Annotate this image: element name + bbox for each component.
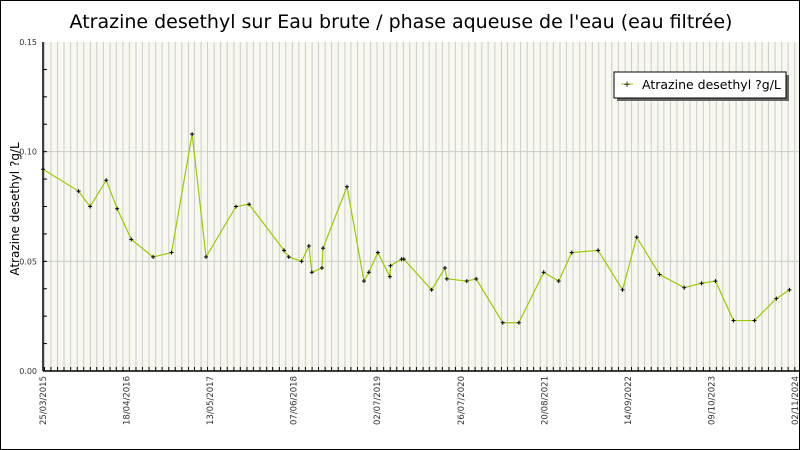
data-point: [361, 279, 366, 284]
data-point: [366, 270, 371, 275]
data-point: [474, 276, 479, 281]
x-tick-label: 20/08/2021: [540, 376, 550, 425]
data-point: [516, 320, 521, 325]
series-atrazine: [41, 132, 792, 325]
x-tick-label: 26/07/2020: [457, 376, 467, 425]
data-point: [115, 206, 120, 211]
data-point: [282, 248, 287, 253]
series-line: [42, 134, 790, 324]
data-point: [247, 202, 252, 207]
data-point: [190, 132, 195, 137]
data-point: [556, 279, 561, 284]
data-point: [752, 318, 757, 323]
data-point: [387, 274, 392, 279]
data-point: [319, 265, 324, 270]
data-point: [541, 270, 546, 275]
data-point: [699, 281, 704, 286]
grid: [43, 42, 799, 371]
data-point: [401, 257, 406, 262]
data-point: [88, 204, 93, 209]
x-tick-label: 13/05/2017: [206, 376, 216, 425]
x-axis-ticks: 25/03/2015 18/04/2016 13/05/2017 07/06/2018…: [39, 376, 800, 425]
x-tick-label: 07/06/2018: [290, 376, 300, 425]
data-point: [634, 235, 639, 240]
data-point: [500, 320, 505, 325]
data-point: [169, 250, 174, 255]
data-point: [787, 287, 792, 292]
y-tick-label: 0.10: [19, 148, 37, 157]
data-point: [713, 279, 718, 284]
y-axis-label: Atrazine desethyl ?g/L: [8, 142, 22, 276]
y-tick-label: 0.00: [19, 367, 37, 376]
chart-title: Atrazine desethyl sur Eau brute / phase …: [70, 11, 733, 33]
data-point: [731, 318, 736, 323]
data-point: [569, 250, 574, 255]
data-point: [429, 287, 434, 292]
x-tick-label: 14/09/2022: [624, 376, 634, 425]
data-point: [306, 243, 311, 248]
data-point: [464, 279, 469, 284]
data-point: [41, 167, 45, 172]
data-point: [234, 204, 239, 209]
y-tick-label: 0.15: [19, 38, 37, 47]
data-point: [620, 287, 625, 292]
data-point: [129, 237, 134, 242]
x-tick-label: 25/03/2015: [39, 376, 49, 425]
x-tick-label: 18/04/2016: [123, 376, 133, 425]
x-tick-label: 02/07/2019: [373, 376, 383, 425]
data-point: [657, 272, 662, 277]
data-point: [299, 259, 304, 264]
data-point: [375, 250, 380, 255]
data-point: [444, 276, 449, 281]
legend-marker: +: [623, 80, 631, 90]
data-point: [321, 246, 326, 251]
legend-box: [613, 71, 787, 99]
x-tick-label: 09/10/2023: [707, 376, 717, 425]
data-point: [345, 184, 350, 189]
x-tick-label: 02/11/2024: [791, 376, 800, 425]
data-point: [286, 254, 291, 259]
data-point: [204, 254, 209, 259]
data-point: [774, 296, 779, 301]
data-point: [596, 248, 601, 253]
legend-label: Atrazine desethyl ?g/L: [642, 77, 781, 92]
data-point: [151, 254, 156, 259]
data-point: [104, 178, 109, 183]
data-point: [76, 189, 81, 194]
data-point: [309, 270, 314, 275]
y-axis-ticks: 0.00 0.05 0.10 0.15: [19, 38, 47, 376]
data-point: [682, 285, 687, 290]
legend: + Atrazine desethyl ?g/L: [613, 71, 789, 101]
data-point: [442, 265, 447, 270]
y-tick-label: 0.05: [19, 257, 37, 266]
data-point: [388, 263, 393, 268]
